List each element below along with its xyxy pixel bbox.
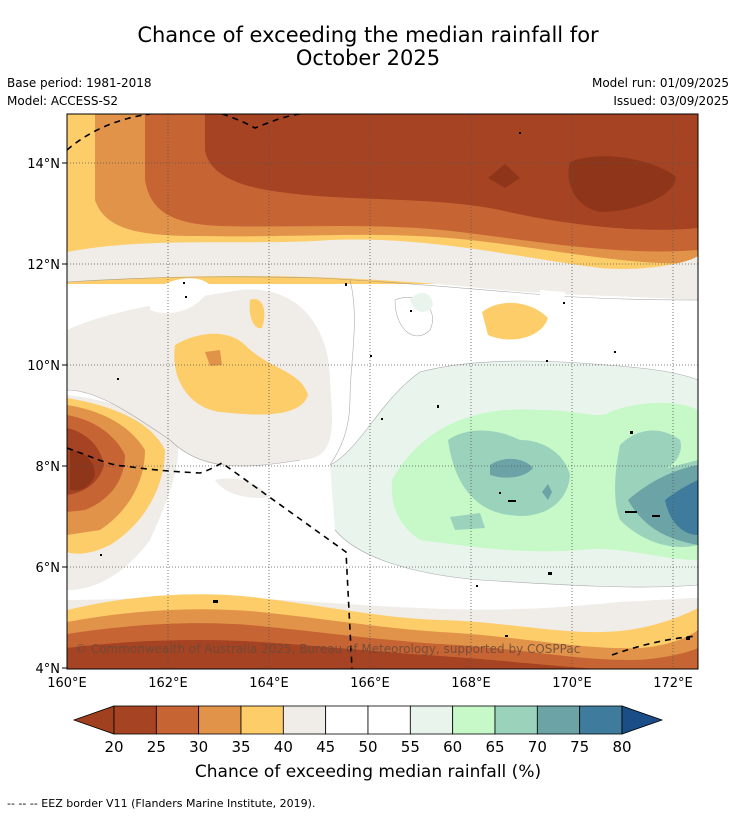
- colorbar-tick-label: 40: [273, 738, 293, 756]
- colorbar-tick-label: 75: [570, 738, 590, 756]
- lon-label-168e: 168°E: [451, 676, 491, 691]
- lon-label-166e: 166°E: [350, 676, 390, 691]
- contour-lines: [67, 276, 698, 588]
- eez-legend-note: -- -- -- EEZ border V11 (Flanders Marine…: [7, 797, 316, 810]
- colorbar-tick-label: 65: [485, 738, 505, 756]
- copyright-text: © Commonwealth of Australia 2025, Bureau…: [75, 642, 580, 656]
- map-title-line2: October 2025: [295, 46, 441, 70]
- colorbar-tick-label: 20: [104, 738, 124, 756]
- colorbar-swatch: [367, 705, 411, 735]
- colorbar-tick-label: 25: [146, 738, 166, 756]
- model-run-label: Model run: 01/09/2025: [591, 76, 729, 90]
- model-label: Model: ACCESS-S2: [7, 94, 119, 108]
- field-band-45-north: [67, 239, 698, 300]
- field-small-green: [410, 292, 433, 312]
- colorbar-swatch: [155, 705, 200, 735]
- eez-border-lines: [67, 114, 698, 669]
- colorbar-tick-label: 30: [189, 738, 209, 756]
- colorbar-swatch: [198, 705, 242, 735]
- axis-ticks: [62, 162, 67, 669]
- lon-label-172e: 172°E: [653, 676, 693, 691]
- map-frame: [66, 113, 699, 670]
- colorbar-tick-label: 45: [316, 738, 336, 756]
- colorbar-swatch: [325, 705, 369, 735]
- colorbar-tick-label: 60: [443, 738, 463, 756]
- colorbar-swatch: [452, 705, 496, 735]
- colorbar-tick-label: 70: [527, 738, 547, 756]
- colorbar-high-extension: [621, 705, 664, 735]
- field-low-20b: [488, 164, 520, 188]
- field-south-25: [67, 640, 600, 669]
- lat-label-6n: 6°N: [36, 561, 61, 576]
- field-yellow-patch-east: [482, 302, 548, 340]
- colorbar-low-extension: [72, 705, 115, 735]
- map-gridlines: [67, 114, 698, 669]
- colorbar-swatch: [113, 705, 157, 735]
- colorbar-swatch: [579, 705, 623, 735]
- field-band-65c: [450, 513, 485, 530]
- lat-label-10n: 10°N: [27, 359, 60, 374]
- field-grey-patch-south: [215, 478, 268, 498]
- colorbar-swatch: [536, 705, 581, 735]
- field-band-75: [665, 480, 698, 535]
- lon-label-160e: 160°E: [47, 676, 87, 691]
- lon-label-170e: 170°E: [552, 676, 592, 691]
- field-band-25: [205, 114, 698, 230]
- lon-label-164e: 164°E: [249, 676, 289, 691]
- lat-label-12n: 12°N: [27, 258, 60, 273]
- field-white-patch: [150, 278, 210, 314]
- colorbar-tick-label: 50: [358, 738, 378, 756]
- colorbar-swatch: [282, 705, 327, 735]
- colorbar-label: Chance of exceeding median rainfall (%): [194, 762, 542, 782]
- field-orange-spot: [205, 350, 222, 366]
- colorbar-tick-label: 35: [231, 738, 251, 756]
- issued-label: Issued: 03/09/2025: [613, 94, 729, 108]
- colorbar-swatch: [494, 705, 538, 735]
- field-west-20: [70, 450, 95, 491]
- field-band-70a: [490, 458, 533, 478]
- field-yellow-patch-small: [249, 299, 265, 329]
- lat-label-8n: 8°N: [36, 460, 61, 475]
- colorbar-tick-label: 55: [400, 738, 420, 756]
- lat-label-4n: 4°N: [36, 662, 61, 677]
- colorbar-tick-label: 80: [612, 738, 632, 756]
- colorbar-swatch: [240, 705, 284, 735]
- colorbar-swatch: [409, 705, 454, 735]
- lat-label-14n: 14°N: [27, 157, 60, 172]
- map-fields: [67, 114, 698, 669]
- field-band-70c: [542, 484, 552, 500]
- field-small-white: [540, 290, 565, 306]
- lon-label-162e: 162°E: [148, 676, 188, 691]
- colorbar: [72, 705, 664, 735]
- base-period-label: Base period: 1981-2018: [7, 76, 152, 90]
- map-title-line1: Chance of exceeding the median rainfall …: [137, 23, 599, 47]
- field-low-20a: [568, 156, 676, 212]
- island-markers: [100, 132, 690, 640]
